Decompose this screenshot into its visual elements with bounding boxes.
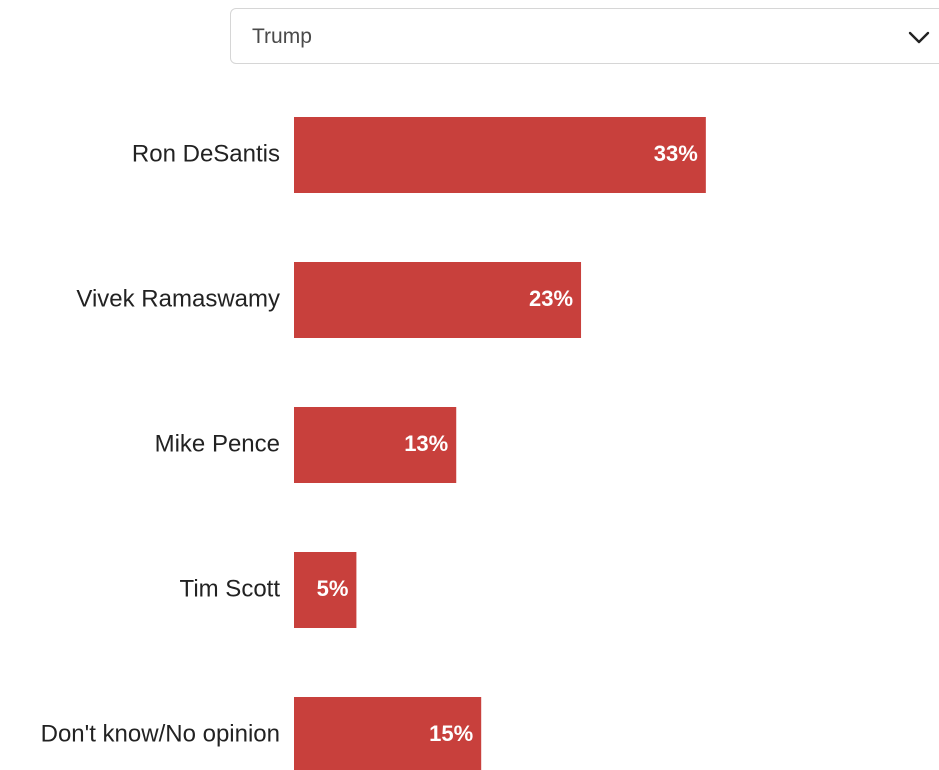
bar <box>294 407 457 483</box>
category-label: Ron DeSantis <box>132 140 280 167</box>
category-label: Don't know/No opinion <box>41 720 280 747</box>
bar <box>294 552 357 628</box>
value-label: 23% <box>529 286 573 311</box>
filter-selected-value: Trump <box>252 25 312 48</box>
filter-dropdown[interactable]: Trump <box>230 8 939 64</box>
bar <box>294 262 582 338</box>
value-label: 15% <box>429 721 473 746</box>
value-label: 5% <box>317 576 349 601</box>
value-label: 13% <box>404 431 448 456</box>
category-label: Tim Scott <box>180 575 281 602</box>
value-label: 33% <box>654 141 698 166</box>
bar <box>294 697 482 770</box>
bar <box>294 117 706 193</box>
category-label: Mike Pence <box>155 430 280 457</box>
category-label: Vivek Ramaswamy <box>76 285 280 312</box>
chevron-down-icon <box>908 31 930 44</box>
